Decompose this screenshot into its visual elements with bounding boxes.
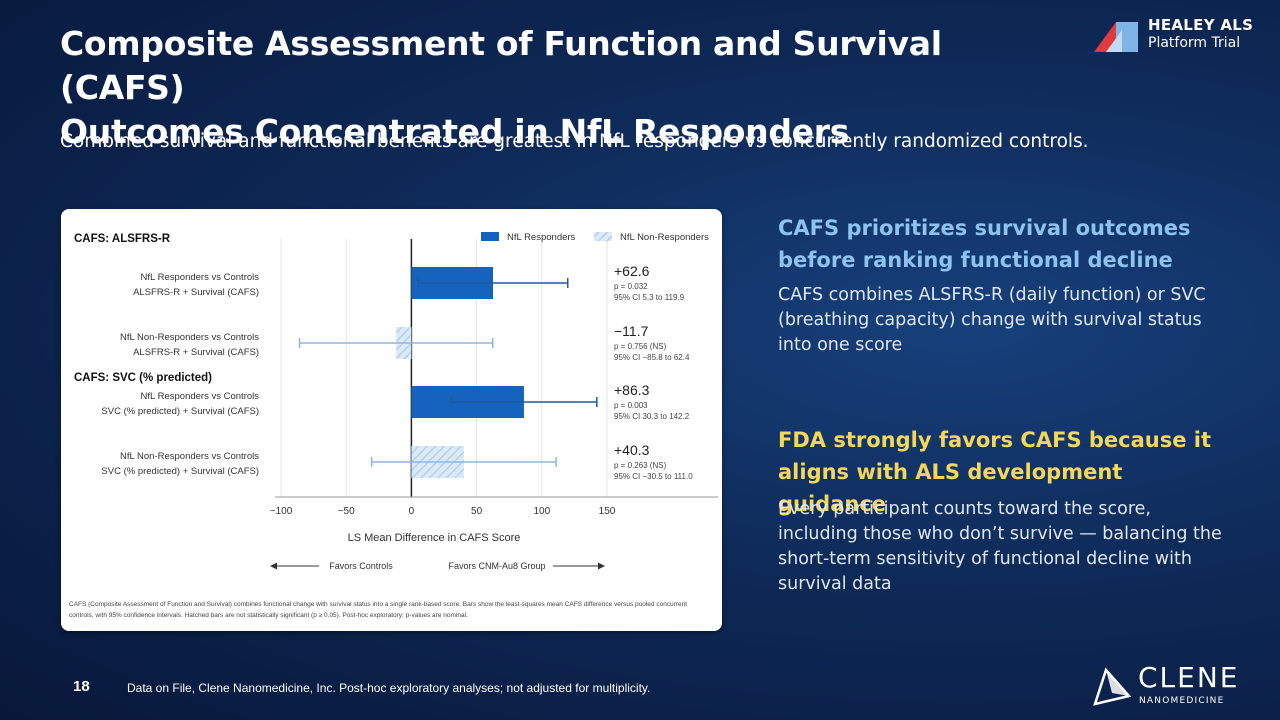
forest-bar-chart: −100 −50 0 50 100 150 LS Mean Difference in CA…	[74, 232, 718, 571]
legend-responders-label: NfL Responders	[507, 232, 576, 243]
favors-right-arrowhead	[598, 562, 605, 570]
value-label: +40.3	[614, 442, 650, 458]
legend-nonresponders-label: NfL Non-Responders	[620, 232, 709, 243]
section-label: CAFS: SVC (% predicted)	[74, 372, 212, 384]
clene-logo-line2: NANOMEDICINE	[1139, 696, 1225, 706]
page-title-line1: Composite Assessment of Function and Sur…	[60, 24, 942, 107]
favors-left-label: Favors Controls	[329, 561, 393, 571]
heading-fda-favors: FDA strongly favors CAFS because it alig…	[778, 428, 1212, 516]
x-tick-label: 0	[409, 506, 415, 517]
legend-nonresponders-swatch	[594, 232, 612, 241]
x-tick-label: 150	[599, 506, 616, 517]
x-tick-label: −100	[270, 506, 293, 517]
clene-logo-mark-icon	[1093, 667, 1132, 706]
section-label: CAFS: ALSFRS-R	[74, 233, 171, 245]
heading-survival-priority: CAFS prioritizes survival outcomes befor…	[778, 216, 1191, 272]
chart-footnote: CAFS (Composite Assessment of Function a…	[69, 601, 688, 619]
x-axis-label: LS Mean Difference in CAFS Score	[348, 532, 521, 544]
row-label-line2: SVC (% predicted) + Survival (CAFS)	[101, 466, 259, 477]
page-number: 18	[73, 678, 90, 695]
clene-logo: CLENE NANOMEDICINE	[1092, 661, 1262, 711]
healey-logo-line1: HEALEY ALS	[1148, 16, 1254, 34]
page-subtitle: Combined survival and functional benefit…	[60, 131, 1089, 152]
x-tick-label: 100	[533, 506, 550, 517]
p-value-label: p = 0.003	[614, 401, 648, 410]
healey-logo-mark-icon	[1094, 22, 1138, 52]
row-label-line2: ALSFRS-R + Survival (CAFS)	[133, 347, 259, 358]
p-value-label: p = 0.756 (NS)	[614, 342, 667, 351]
body-cafs-combines: CAFS combines ALSFRS-R (daily function) …	[778, 285, 1206, 355]
favors-right-label: Favors CNM-Au8 Group	[448, 561, 545, 571]
healey-logo-line2: Platform Trial	[1148, 35, 1241, 51]
p-value-label: p = 0.032	[614, 282, 648, 291]
ci-label: 95% CI −30.5 to 111.0	[614, 472, 693, 481]
value-label: +62.6	[614, 263, 650, 279]
favors-left-arrowhead	[270, 562, 277, 570]
clene-logo-line1: CLENE	[1138, 661, 1240, 694]
value-label: −11.7	[614, 323, 649, 339]
healey-als-logo: HEALEY ALS Platform Trial	[1092, 16, 1267, 56]
x-tick-label: 50	[471, 506, 483, 517]
page-title: Composite Assessment of Function and Sur…	[60, 22, 1060, 154]
body-every-participant: Every participant counts toward the scor…	[778, 499, 1222, 594]
source-note: Data on File, Clene Nanomedicine, Inc. P…	[127, 681, 651, 695]
p-value-label: p = 0.263 (NS)	[614, 461, 667, 470]
ci-label: 95% CI 30.3 to 142.2	[614, 412, 690, 421]
row-label-line1: NfL Non-Responders vs Controls	[120, 332, 259, 343]
row-label-line1: NfL Responders vs Controls	[141, 272, 260, 283]
row-label-line2: ALSFRS-R + Survival (CAFS)	[133, 287, 259, 298]
legend-responders-swatch	[481, 232, 499, 241]
ci-label: 95% CI −85.8 to 62.4	[614, 353, 690, 362]
row-label-line1: NfL Responders vs Controls	[141, 391, 260, 402]
value-label: +86.3	[614, 382, 650, 398]
chart-card: −100 −50 0 50 100 150 LS Mean Difference in CA…	[61, 209, 722, 631]
x-tick-label: −50	[338, 506, 355, 517]
ci-label: 95% CI 5.3 to 119.9	[614, 293, 685, 302]
page-title-line2: Outcomes Concentrated in NfL Responders	[60, 112, 850, 151]
row-label-line1: NfL Non-Responders vs Controls	[120, 451, 259, 462]
row-label-line2: SVC (% predicted) + Survival (CAFS)	[101, 406, 259, 417]
